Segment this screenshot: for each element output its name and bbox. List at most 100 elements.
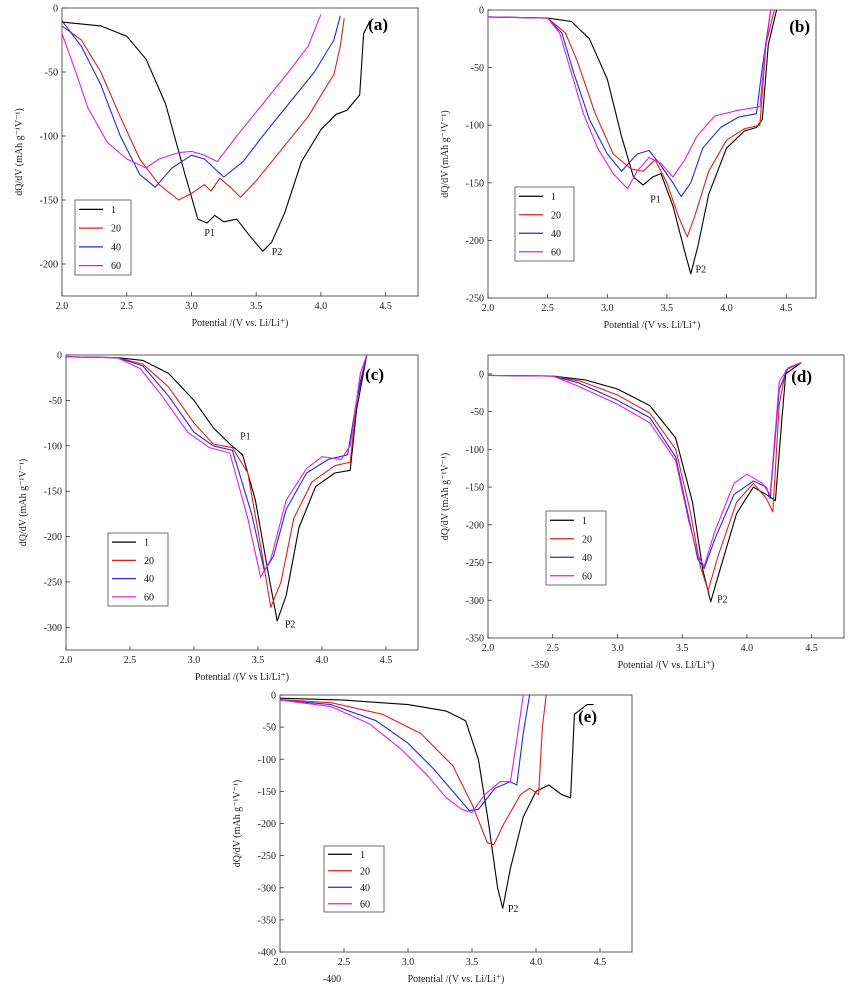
legend-label-d-1: 1 xyxy=(582,516,587,527)
y-tick-label-d-3: -150 xyxy=(466,483,484,494)
x-tick-label-b-0: 2.0 xyxy=(482,303,495,314)
y-tick-label-b-1: -50 xyxy=(471,63,484,74)
x-tick-label-d-4: 4.0 xyxy=(741,643,754,654)
y-tick-label-d-0: 0 xyxy=(479,369,484,380)
peak-label-c-p2: P2 xyxy=(285,619,296,630)
legend-label-a-20: 20 xyxy=(111,224,121,235)
y-tick-label-e-0: 0 xyxy=(271,691,276,702)
peak-label-a-p2: P2 xyxy=(272,247,283,258)
y-tick-label-d-4: -200 xyxy=(466,520,484,531)
y-tick-label-b-3: -150 xyxy=(466,178,484,189)
legend-box-a xyxy=(74,199,132,276)
y-axis-label-d: dQ/dV (mAh g⁻¹V⁻¹) xyxy=(440,453,451,540)
x-tick-label-e-2: 3.0 xyxy=(402,957,415,968)
legend-label-a-1: 1 xyxy=(111,205,116,216)
y-tick-label-a-4: -200 xyxy=(40,260,58,271)
series-line-d-60 xyxy=(487,361,802,567)
x-tick-label-c-1: 2.5 xyxy=(124,655,137,666)
series-line-e-40 xyxy=(279,694,531,812)
series-line-d-20 xyxy=(487,362,802,592)
x-tick-label-a-5: 4.5 xyxy=(379,301,392,312)
legend-label-b-20: 20 xyxy=(551,210,561,221)
y-tick-label-d-5: -250 xyxy=(466,558,484,569)
x-tick-label-c-0: 2.0 xyxy=(60,655,73,666)
series-line-e-60 xyxy=(279,694,524,814)
x-tick-label-e-1: 2.5 xyxy=(338,957,351,968)
y-tick-label-a-2: -100 xyxy=(40,132,58,143)
y-tick-label-d-2: -100 xyxy=(466,445,484,456)
y-tick-label-c-4: -200 xyxy=(44,532,62,543)
x-axis-label-e: Potential /(V vs. Li/Li⁺) xyxy=(408,974,505,985)
panel-label-a: (a) xyxy=(368,15,388,34)
series-line-a-1 xyxy=(61,20,371,252)
panel-label-d: (d) xyxy=(791,367,812,386)
y-tick-label-c-5: -250 xyxy=(44,577,62,588)
panel-label-b: (b) xyxy=(789,17,810,36)
legend-label-b-60: 60 xyxy=(551,247,561,258)
x-tick-label-e-4: 4.0 xyxy=(530,957,543,968)
y-axis-label-b: dQ/dV (mAh g⁻¹V⁻¹) xyxy=(440,110,451,197)
y-tick-label-e-8: -400 xyxy=(258,948,276,959)
x-tick-label-c-5: 4.5 xyxy=(380,655,393,666)
y-tick-label-e-2: -100 xyxy=(258,755,276,766)
y-tick-label-e-6: -300 xyxy=(258,883,276,894)
legend-label-d-20: 20 xyxy=(582,534,592,545)
peak-label-e-p2: P2 xyxy=(508,904,519,915)
x-tick-label-a-0: 2.0 xyxy=(56,301,69,312)
y-tick-label-e-5: -250 xyxy=(258,851,276,862)
y-tick-label-c-6: -300 xyxy=(44,623,62,634)
x-tick-label-d-2: 3.0 xyxy=(611,643,624,654)
x-tick-label-e-5: 4.5 xyxy=(594,957,607,968)
series-line-a-60 xyxy=(61,14,322,169)
y-tick-label-e-1: -50 xyxy=(263,723,276,734)
plot-frame-e xyxy=(279,694,633,953)
y-axis-label-e: dQ/dV (mAh g⁻¹V⁻¹) xyxy=(232,780,243,867)
series-line-c-60 xyxy=(65,354,368,578)
y-tick-label-b-0: 0 xyxy=(479,6,484,17)
y-tick-label-b-4: -200 xyxy=(466,236,484,247)
x-tick-label-c-2: 3.0 xyxy=(188,655,201,666)
x-tick-label-b-1: 2.5 xyxy=(541,303,554,314)
legend-label-e-60: 60 xyxy=(360,899,370,910)
series-line-c-1 xyxy=(65,354,368,622)
x-tick-label-a-1: 2.5 xyxy=(120,301,133,312)
peak-label-b-p1: P1 xyxy=(650,194,661,205)
x-axis-label-c: Potential /(V vs Li/Li⁺) xyxy=(195,672,289,683)
y-tick-label-a-0: 0 xyxy=(53,4,58,15)
y-tick-label-d-1: -50 xyxy=(471,407,484,418)
x-tick-label-b-5: 4.5 xyxy=(780,303,793,314)
x-tick-label-c-3: 3.5 xyxy=(252,655,265,666)
y-tick-label-c-2: -100 xyxy=(44,441,62,452)
legend-label-e-40: 40 xyxy=(360,883,370,894)
x-tick-label-b-3: 3.5 xyxy=(661,303,674,314)
stray-label-e: -400 xyxy=(323,974,341,985)
legend-box-c xyxy=(107,532,169,607)
legend-box-b xyxy=(514,186,575,262)
panel-label-c: (c) xyxy=(365,365,384,384)
y-tick-label-a-1: -50 xyxy=(45,68,58,79)
legend-label-d-60: 60 xyxy=(582,571,592,582)
series-line-e-1 xyxy=(279,697,594,909)
legend-label-e-1: 1 xyxy=(360,850,365,861)
legend-label-d-40: 40 xyxy=(582,553,592,564)
x-axis-label-a: Potential /(V vs. Li/Li⁺) xyxy=(192,318,289,329)
y-tick-label-d-6: -300 xyxy=(466,596,484,607)
peak-label-d-p2: P2 xyxy=(717,595,728,606)
stray-label-d: -350 xyxy=(531,660,549,671)
x-axis-label-b: Potential /(V vs. Li/Li⁺) xyxy=(604,320,701,331)
legend-label-c-20: 20 xyxy=(144,556,154,567)
series-line-b-60 xyxy=(487,9,772,190)
legend-label-e-20: 20 xyxy=(360,866,370,877)
x-tick-label-a-4: 4.0 xyxy=(315,301,328,312)
x-tick-label-c-4: 4.0 xyxy=(316,655,329,666)
y-tick-label-c-3: -150 xyxy=(44,487,62,498)
x-tick-label-d-0: 2.0 xyxy=(482,643,495,654)
x-tick-label-e-0: 2.0 xyxy=(274,957,287,968)
x-axis-label-d: Potential /(V vs. Li/Li⁺) xyxy=(618,660,715,671)
x-tick-label-d-3: 3.5 xyxy=(676,643,689,654)
series-line-d-1 xyxy=(487,362,802,603)
y-tick-label-d-7: -350 xyxy=(466,634,484,645)
